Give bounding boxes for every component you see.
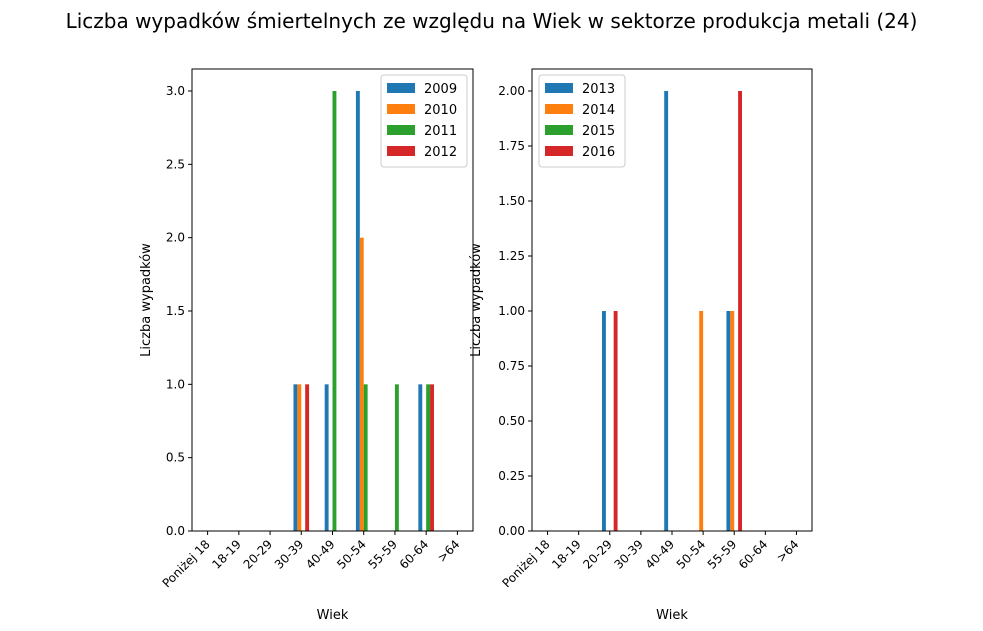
x-tick-label: 40-49	[303, 537, 338, 572]
y-tick-label: 0.5	[166, 451, 185, 465]
legend: 2009 2010 2011 2012	[380, 74, 468, 168]
y-axis-label: Liczba wypadków	[469, 243, 484, 357]
legend-swatch-2012	[387, 146, 415, 156]
bar-2009-7	[418, 384, 423, 531]
bar-2010-5	[359, 237, 364, 532]
bar-2009-3	[293, 384, 298, 531]
x-axis-label: Wiek	[656, 608, 688, 623]
chart-panel-1: 0.0 0.5 1.0 1.5 2.0 2.5 3.0 Poniżej 1818-1920-2…	[139, 68, 474, 623]
x-tick-label: 20-29	[580, 537, 615, 572]
legend-label: 2010	[424, 103, 457, 118]
bar-2011-5	[363, 384, 368, 531]
x-tick-label: 55-59	[705, 537, 740, 572]
x-tick-label: 50-54	[334, 537, 369, 572]
y-tick-label: 1.50	[498, 194, 525, 208]
bar-2011-4	[332, 91, 337, 531]
x-tick-label: 60-64	[397, 537, 432, 572]
legend-swatch-2011	[387, 125, 415, 135]
x-tick-label: Poniżej 18	[500, 537, 553, 590]
x-tick-label: >64	[774, 537, 802, 565]
legend-label: 2016	[582, 145, 615, 160]
legend-label: 2014	[582, 103, 615, 118]
x-tick-label: 18-19	[209, 537, 244, 572]
bar-2014-6	[730, 311, 735, 531]
legend-swatch-2010	[387, 104, 415, 114]
bar-2009-4	[324, 384, 329, 531]
bar-2014-5	[699, 311, 704, 531]
y-tick-label: 0.0	[166, 524, 185, 538]
y-tick-label: 3.0	[166, 84, 185, 98]
legend-swatch-2014	[545, 104, 573, 114]
y-tick-label: 0.50	[498, 414, 525, 428]
legend-swatch-2015	[545, 125, 573, 135]
x-tick-label: 40-49	[643, 537, 678, 572]
x-tick-label: 55-59	[366, 537, 401, 572]
x-tick-label: 30-39	[272, 537, 307, 572]
x-axis-label: Wiek	[317, 608, 349, 623]
bar-2011-6	[394, 384, 399, 531]
y-tick-label: 0.00	[498, 524, 525, 538]
legend-label: 2012	[424, 145, 457, 160]
x-tick-label: 60-64	[736, 537, 771, 572]
legend-label: 2015	[582, 124, 615, 139]
legend-swatch-2016	[545, 146, 573, 156]
y-tick-label: 2.0	[166, 231, 185, 245]
legend-box	[538, 74, 626, 168]
bar-2010-3	[297, 384, 302, 531]
y-tick-label: 0.25	[498, 469, 525, 483]
bar-2016-2	[613, 311, 618, 531]
x-tick-label: Poniżej 18	[160, 537, 213, 590]
y-tick-label: 1.25	[498, 249, 525, 263]
y-tick-label: 1.5	[166, 304, 185, 318]
legend-box	[380, 74, 468, 168]
bar-2016-6	[738, 91, 742, 531]
legend: 2013 2014 2015 2016	[538, 74, 626, 168]
y-tick-label: 0.75	[498, 359, 525, 373]
x-tick-label: 18-19	[549, 537, 584, 572]
bar-2012-7	[430, 384, 434, 531]
bar-2012-3	[305, 384, 310, 531]
y-tick-label: 2.00	[498, 84, 525, 98]
legend-label: 2013	[582, 82, 615, 97]
bar-2009-5	[355, 91, 360, 531]
legend-swatch-2009	[387, 83, 415, 93]
bar-2013-2	[602, 311, 606, 531]
x-tick-label: 20-29	[241, 537, 276, 572]
y-tick-label: 1.0	[166, 377, 185, 391]
bar-2013-6	[726, 311, 731, 531]
legend-label: 2011	[424, 124, 457, 139]
legend-label: 2009	[424, 82, 457, 97]
x-tick-label: 30-39	[611, 537, 646, 572]
y-tick-label: 2.5	[166, 157, 185, 171]
bar-2011-7	[426, 384, 431, 531]
x-tick-label: >64	[435, 537, 463, 565]
chart-title: Liczba wypadków śmiertelnych ze względu …	[65, 9, 918, 33]
y-tick-label: 1.75	[498, 139, 525, 153]
y-axis-label: Liczba wypadków	[139, 243, 154, 357]
bar-2013-4	[664, 91, 669, 531]
y-tick-label: 1.00	[498, 304, 525, 318]
x-tick-label: 50-54	[674, 537, 709, 572]
legend-swatch-2013	[545, 83, 573, 93]
chart-panel-2: 0.00 0.25 0.50 0.75 1.00 1.25 1.50 1.75 2.00 Poni…	[469, 68, 813, 623]
